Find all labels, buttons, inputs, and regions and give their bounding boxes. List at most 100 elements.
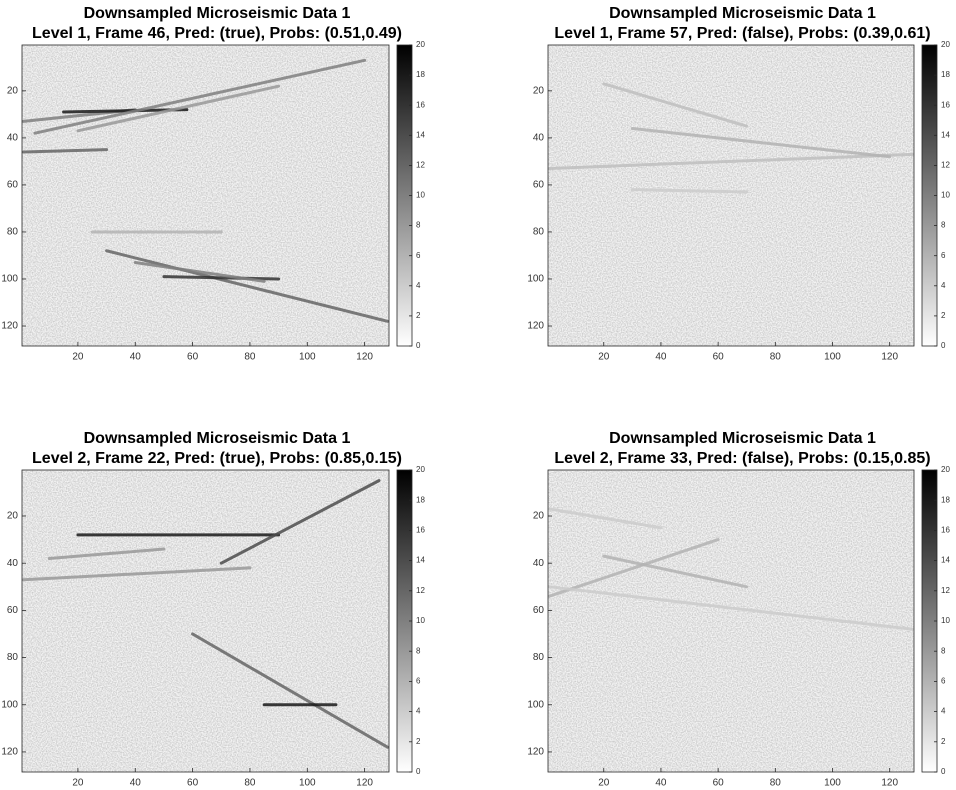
colorbar-tick-label: 0 [416, 767, 421, 776]
x-tick-label: 120 [356, 352, 373, 363]
colorbar-tick-label: 18 [416, 70, 425, 79]
colorbar-tick-label: 16 [416, 526, 425, 535]
event-streak [21, 566, 252, 582]
x-tick-label: 60 [713, 352, 725, 363]
event-streak [547, 507, 663, 530]
y-tick-label: 20 [7, 511, 19, 522]
colorbar-tick-label: 0 [416, 341, 421, 350]
x-tick-label: 120 [881, 352, 898, 363]
y-tick-label: 40 [533, 558, 545, 569]
event-streak [602, 82, 749, 128]
y-tick-label: 100 [1, 699, 18, 710]
x-tick-label: 120 [881, 778, 898, 789]
y-tick-label: 80 [533, 227, 545, 238]
colorbar-tick-label: 2 [941, 737, 946, 746]
colorbar-tick-label: 8 [941, 646, 946, 655]
colorbar-tick-label: 20 [941, 40, 950, 49]
event-streak [602, 554, 749, 589]
event-streak [21, 148, 109, 154]
x-tick-label: 80 [770, 778, 782, 789]
axes-box [21, 44, 390, 347]
image-noise [548, 45, 914, 346]
colorbar-tick-label: 18 [416, 495, 425, 504]
event-streak [76, 84, 281, 133]
colorbar-tick-label: 10 [416, 191, 425, 200]
y-tick-label: 100 [527, 699, 544, 710]
event-streak [630, 188, 749, 194]
colorbar-tick-label: 10 [416, 616, 425, 625]
x-tick-label: 20 [72, 778, 84, 789]
x-tick-label: 40 [130, 778, 142, 789]
colorbar-tick-label: 16 [416, 100, 425, 109]
event-streak [162, 275, 281, 281]
y-tick-label: 120 [1, 747, 18, 758]
colorbar-tick-label: 8 [416, 646, 421, 655]
x-tick-label: 60 [713, 778, 725, 789]
colorbar-tick-label: 16 [941, 526, 950, 535]
colorbar-tick-label: 10 [941, 191, 950, 200]
colorbar-tick-label: 6 [941, 677, 946, 686]
colorbar-tick-label: 4 [416, 707, 421, 716]
event-streak [219, 479, 381, 565]
colorbar-tick-label: 8 [416, 221, 421, 230]
event-streak [547, 538, 720, 598]
x-tick-label: 20 [598, 352, 610, 363]
colorbar-tick-label: 20 [416, 40, 425, 49]
colorbar-tick-label: 14 [941, 556, 950, 565]
image-noise [548, 470, 914, 772]
x-tick-label: 120 [356, 778, 373, 789]
axes-box [547, 469, 915, 773]
colorbar-tick-label: 18 [941, 70, 950, 79]
colorbar-tick-label: 12 [941, 161, 950, 170]
event-streak [191, 632, 390, 749]
colorbar-tick-label: 0 [941, 767, 946, 776]
y-tick-label: 120 [1, 321, 18, 332]
x-tick-label: 20 [72, 352, 84, 363]
y-tick-label: 20 [533, 85, 545, 96]
x-tick-label: 100 [824, 352, 841, 363]
y-tick-label: 40 [7, 558, 19, 569]
y-tick-label: 60 [7, 180, 19, 191]
colorbar-tick-label: 12 [941, 586, 950, 595]
colorbar-tick-label: 12 [416, 161, 425, 170]
colorbar-tick-label: 8 [941, 221, 946, 230]
x-tick-label: 40 [655, 352, 667, 363]
colorbar-tick-label: 10 [941, 616, 950, 625]
y-tick-label: 120 [527, 321, 544, 332]
event-streak [47, 547, 166, 560]
event-streak [105, 249, 390, 323]
x-tick-label: 40 [655, 778, 667, 789]
chart-title: Downsampled Microseismic Data 1 [609, 5, 876, 22]
axes-box [547, 44, 915, 347]
colorbar-tick-label: 6 [416, 677, 421, 686]
y-tick-label: 40 [7, 133, 19, 144]
chart-title: Downsampled Microseismic Data 1 [84, 5, 351, 22]
event-streak [547, 585, 915, 631]
x-tick-label: 80 [770, 352, 782, 363]
chart-subtitle: Level 2, Frame 33, Pred: (false), Probs:… [554, 450, 930, 467]
y-tick-label: 60 [7, 605, 19, 616]
chart-subtitle: Level 2, Frame 22, Pred: (true), Probs: … [32, 450, 402, 467]
chart-title: Downsampled Microseismic Data 1 [609, 430, 876, 447]
chart-title: Downsampled Microseismic Data 1 [84, 430, 351, 447]
x-tick-label: 80 [244, 778, 256, 789]
colorbar-tick-label: 2 [941, 311, 946, 320]
y-tick-label: 120 [527, 747, 544, 758]
chart-subtitle: Level 1, Frame 57, Pred: (false), Probs:… [554, 25, 930, 42]
colorbar-tick-label: 4 [941, 281, 946, 290]
x-tick-label: 100 [824, 778, 841, 789]
colorbar-tick-label: 20 [416, 465, 425, 474]
colorbar-tick-label: 6 [941, 251, 946, 260]
colorbar-tick-label: 4 [941, 707, 946, 716]
axes-box [21, 469, 390, 773]
y-tick-label: 80 [7, 652, 19, 663]
x-tick-label: 100 [299, 778, 316, 789]
y-tick-label: 100 [527, 274, 544, 285]
colorbar-tick-label: 12 [416, 586, 425, 595]
colorbar-tick-label: 14 [416, 130, 425, 139]
image-noise [22, 470, 389, 772]
y-tick-label: 20 [7, 85, 19, 96]
y-tick-label: 80 [7, 227, 19, 238]
x-tick-label: 40 [130, 352, 142, 363]
